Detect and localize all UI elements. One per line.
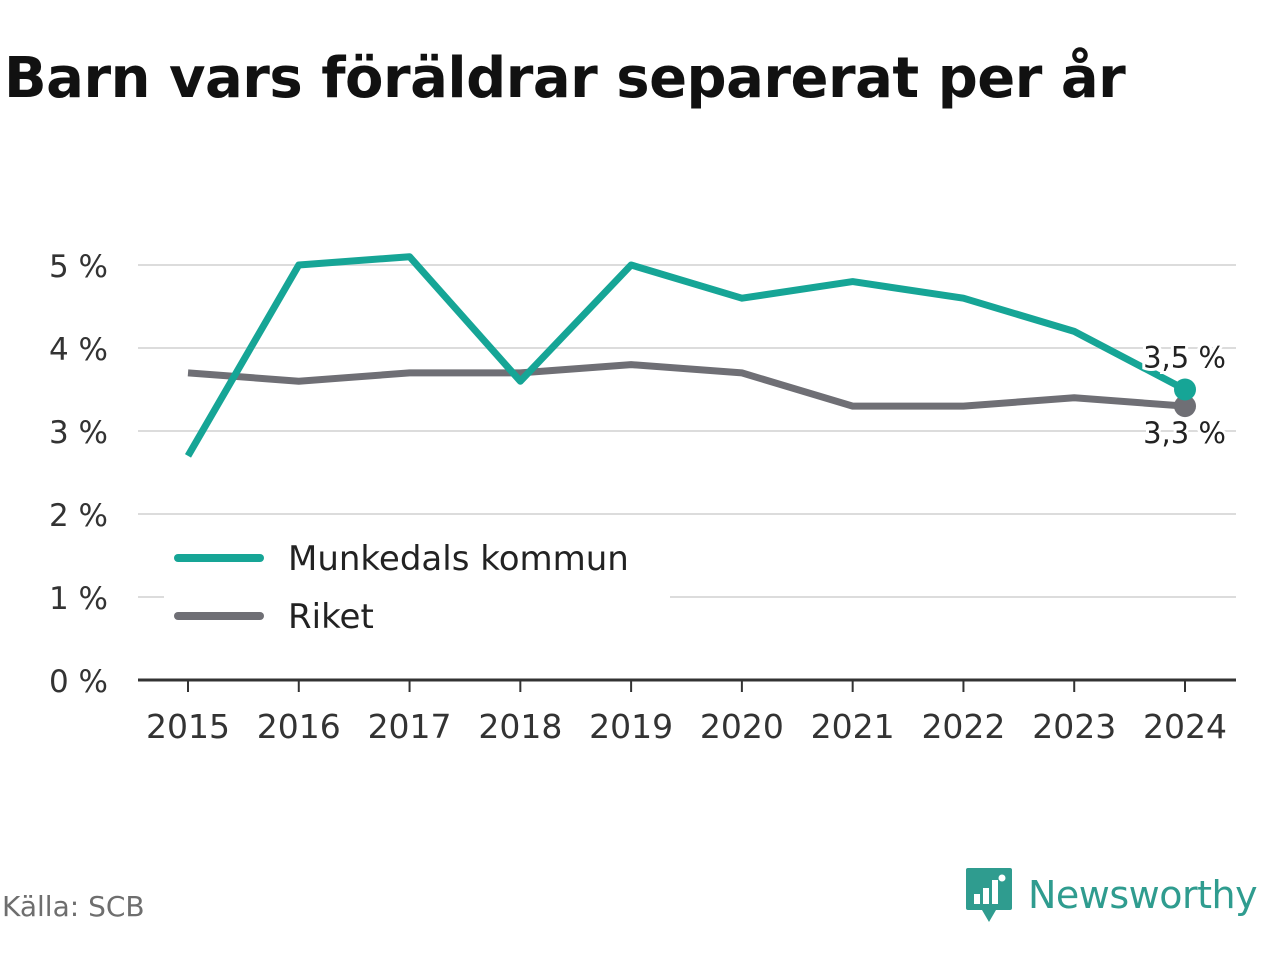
series-line: [187, 361, 1186, 410]
legend: Munkedals kommun Riket: [164, 530, 670, 648]
x-tick-label: 2020: [700, 707, 784, 746]
y-tick-label: 2 %: [49, 498, 108, 534]
y-tick-label: 5 %: [49, 249, 108, 285]
y-tick-label: 0 %: [49, 664, 108, 700]
x-tick-label: 2018: [478, 707, 562, 746]
x-axis: 2015 2016 2017 2018 2019 2020 2021 2022 2023 2024: [138, 678, 1236, 746]
series-end-point: [1174, 378, 1196, 401]
y-tick-label: 1 %: [49, 581, 108, 617]
end-labels: 3,5 %3,5 %3,3 %3,3 %: [1140, 338, 1229, 454]
x-tick-label: 2017: [368, 707, 452, 746]
series-end-point: [1174, 395, 1196, 418]
end-label-halo: 3,3 %: [1143, 416, 1226, 450]
source-note: Källa: SCB: [2, 890, 145, 923]
series-lines: [184, 253, 1196, 458]
series-line: [184, 253, 1187, 458]
newsworthy-logo-icon: [966, 868, 1012, 922]
x-tick-label: 2021: [811, 707, 895, 746]
end-label-halo: 3,5 %: [1143, 341, 1226, 375]
y-axis-ticks: 0 % 1 % 2 % 3 % 4 % 5 %: [49, 249, 108, 700]
y-tick-label: 3 %: [49, 415, 108, 451]
x-tick-label: 2019: [589, 707, 673, 746]
chart-title: Barn vars föräldrar separerat per år: [4, 46, 1126, 111]
legend-background: [164, 530, 670, 648]
legend-label: Munkedals kommun: [288, 539, 629, 579]
brand-name: Newsworthy: [1028, 873, 1258, 917]
legend-label: Riket: [288, 597, 374, 637]
x-tick-label: 2015: [146, 707, 230, 746]
end-label: 3,3 %: [1143, 416, 1226, 450]
x-tick-label: 2023: [1032, 707, 1116, 746]
x-tick-label: 2016: [257, 707, 341, 746]
y-tick-label: 4 %: [49, 332, 108, 368]
end-label: 3,5 %: [1143, 341, 1226, 375]
x-tick-label: 2022: [921, 707, 1005, 746]
x-tick-label: 2024: [1143, 707, 1227, 746]
brand[interactable]: Newsworthy: [964, 866, 1258, 924]
